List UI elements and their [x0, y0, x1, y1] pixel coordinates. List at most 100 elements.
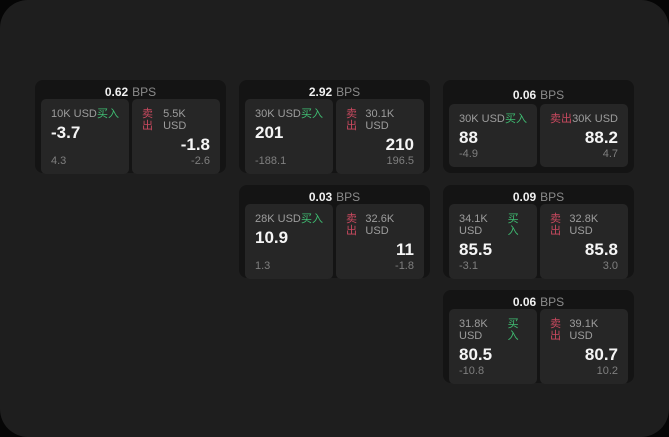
- price-panels: 30K USD 买入 88 -4.9 卖出 30K USD 88.2 4.7: [449, 104, 628, 167]
- buy-panel-top: 10K USD 买入: [51, 108, 119, 120]
- buy-price: 10.9: [255, 228, 289, 247]
- spread-header: 0.62 BPS: [41, 85, 220, 99]
- buy-size-label: 10K USD: [51, 108, 97, 120]
- buy-change: -3.1: [459, 260, 478, 272]
- buy-label: 买入: [505, 113, 527, 125]
- sell-panel-top: 卖出 5.5K USD: [142, 108, 210, 132]
- sell-price: 80.7: [584, 345, 618, 364]
- spread-value: 0.06: [512, 87, 537, 102]
- spread-value: 2.92: [308, 85, 333, 99]
- price-panels: 30K USD 买入 201 -188.1 卖出 30.1K USD 210 1…: [245, 99, 424, 174]
- bps-label: BPS: [540, 295, 565, 309]
- price-panels: 28K USD 买入 10.9 1.3 卖出 32.6K USD 11 -1.8: [245, 204, 424, 279]
- buy-panel-top: 34.1K USD 买入: [459, 213, 527, 237]
- sell-panel[interactable]: 卖出 30.1K USD 210 196.5: [336, 99, 424, 174]
- buy-size-label: 31.8K USD: [459, 318, 488, 342]
- sell-label: 卖出: [550, 113, 572, 125]
- buy-change: -10.8: [459, 365, 485, 377]
- sell-panel[interactable]: 卖出 5.5K USD -1.8 -2.6: [132, 99, 220, 174]
- spread-header: 0.06 BPS: [449, 85, 628, 104]
- sell-size-label: 39.1K USD: [569, 318, 599, 342]
- buy-panel-top: 28K USD 买入: [255, 213, 323, 225]
- buy-price: 88: [459, 128, 478, 147]
- sell-change: 3.0: [602, 260, 618, 272]
- sell-panel-top: 卖出 32.6K USD: [346, 213, 414, 237]
- sell-label: 卖出: [550, 318, 561, 342]
- bps-label: BPS: [132, 85, 157, 99]
- spread-header: 0.06 BPS: [449, 295, 628, 309]
- quote-card: 0.06 BPS 31.8K USD 买入 80.5 -10.8 卖出 39.1…: [443, 290, 634, 384]
- buy-panel[interactable]: 34.1K USD 买入 85.5 -3.1: [449, 204, 537, 279]
- buy-panel-top: 30K USD 买入: [459, 113, 527, 125]
- buy-panel[interactable]: 31.8K USD 买入 80.5 -10.8: [449, 309, 537, 384]
- sell-panel-top: 卖出 30.1K USD: [346, 108, 414, 132]
- sell-price: 85.8: [584, 240, 618, 259]
- quote-card: 0.09 BPS 34.1K USD 买入 85.5 -3.1 卖出 32.8K…: [443, 185, 634, 279]
- sell-label: 卖出: [346, 213, 357, 237]
- sell-size-label: 30K USD: [572, 113, 618, 125]
- sell-price: 210: [385, 135, 414, 154]
- buy-price: 85.5: [459, 240, 493, 259]
- price-panels: 34.1K USD 买入 85.5 -3.1 卖出 32.8K USD 85.8…: [449, 204, 628, 279]
- spread-value: 0.09: [512, 190, 537, 204]
- sell-price: 88.2: [584, 128, 618, 147]
- buy-label: 买入: [301, 213, 323, 225]
- sell-change: -1.8: [395, 260, 414, 272]
- sell-change: 4.7: [602, 148, 618, 160]
- buy-price: 80.5: [459, 345, 493, 364]
- buy-price: -3.7: [51, 123, 81, 142]
- sell-change: 196.5: [386, 155, 414, 167]
- sell-price: 11: [396, 240, 414, 259]
- buy-price: 201: [255, 123, 284, 142]
- sell-size-label: 32.8K USD: [569, 213, 599, 237]
- bps-label: BPS: [540, 190, 565, 204]
- buy-change: 4.3: [51, 155, 67, 167]
- sell-price: -1.8: [180, 135, 210, 154]
- buy-panel-top: 30K USD 买入: [255, 108, 323, 120]
- sell-panel[interactable]: 卖出 32.8K USD 85.8 3.0: [540, 204, 628, 279]
- quote-grid: 0.62 BPS 10K USD 买入 -3.7 4.3 卖出 5.5K USD: [35, 80, 634, 384]
- sell-label: 卖出: [550, 213, 561, 237]
- buy-size-label: 30K USD: [459, 113, 505, 125]
- spread-header: 0.03 BPS: [245, 190, 424, 204]
- quote-card: 2.92 BPS 30K USD 买入 201 -188.1 卖出 30.1K …: [239, 80, 430, 174]
- quote-card: 0.06 BPS 30K USD 买入 88 -4.9 卖出 30K USD: [443, 80, 634, 173]
- sell-size-label: 30.1K USD: [365, 108, 395, 132]
- buy-change: -188.1: [255, 155, 287, 167]
- buy-label: 买入: [301, 108, 323, 120]
- quote-card: 0.03 BPS 28K USD 买入 10.9 1.3 卖出 32.6K US…: [239, 185, 430, 279]
- sell-panel[interactable]: 卖出 30K USD 88.2 4.7: [540, 104, 628, 167]
- buy-label: 买入: [507, 213, 519, 237]
- buy-panel[interactable]: 30K USD 买入 88 -4.9: [449, 104, 537, 167]
- sell-change: 10.2: [596, 365, 618, 377]
- spread-value: 0.06: [512, 295, 537, 309]
- sell-label: 卖出: [346, 108, 357, 132]
- sell-panel-top: 卖出 32.8K USD: [550, 213, 618, 237]
- buy-size-label: 30K USD: [255, 108, 301, 120]
- buy-panel[interactable]: 10K USD 买入 -3.7 4.3: [41, 99, 129, 174]
- price-panels: 10K USD 买入 -3.7 4.3 卖出 5.5K USD -1.8 -2.…: [41, 99, 220, 174]
- buy-size-label: 34.1K USD: [459, 213, 488, 237]
- bps-label: BPS: [540, 87, 565, 102]
- spread-header: 0.09 BPS: [449, 190, 628, 204]
- buy-change: 1.3: [255, 260, 271, 272]
- buy-size-label: 28K USD: [255, 213, 301, 225]
- sell-label: 卖出: [142, 108, 153, 132]
- bps-label: BPS: [336, 190, 361, 204]
- sell-panel-top: 卖出 39.1K USD: [550, 318, 618, 342]
- buy-label: 买入: [97, 108, 119, 120]
- sell-panel-top: 卖出 30K USD: [550, 113, 618, 125]
- buy-change: -4.9: [459, 148, 478, 160]
- spread-value: 0.03: [308, 190, 333, 204]
- sell-panel[interactable]: 卖出 39.1K USD 80.7 10.2: [540, 309, 628, 384]
- sell-size-label: 5.5K USD: [163, 108, 187, 132]
- sell-panel[interactable]: 卖出 32.6K USD 11 -1.8: [336, 204, 424, 279]
- spread-header: 2.92 BPS: [245, 85, 424, 99]
- buy-panel[interactable]: 30K USD 买入 201 -188.1: [245, 99, 333, 174]
- buy-panel[interactable]: 28K USD 买入 10.9 1.3: [245, 204, 333, 279]
- bps-label: BPS: [336, 85, 361, 99]
- sell-size-label: 32.6K USD: [365, 213, 395, 237]
- price-panels: 31.8K USD 买入 80.5 -10.8 卖出 39.1K USD 80.…: [449, 309, 628, 384]
- sell-change: -2.6: [191, 155, 210, 167]
- buy-panel-top: 31.8K USD 买入: [459, 318, 527, 342]
